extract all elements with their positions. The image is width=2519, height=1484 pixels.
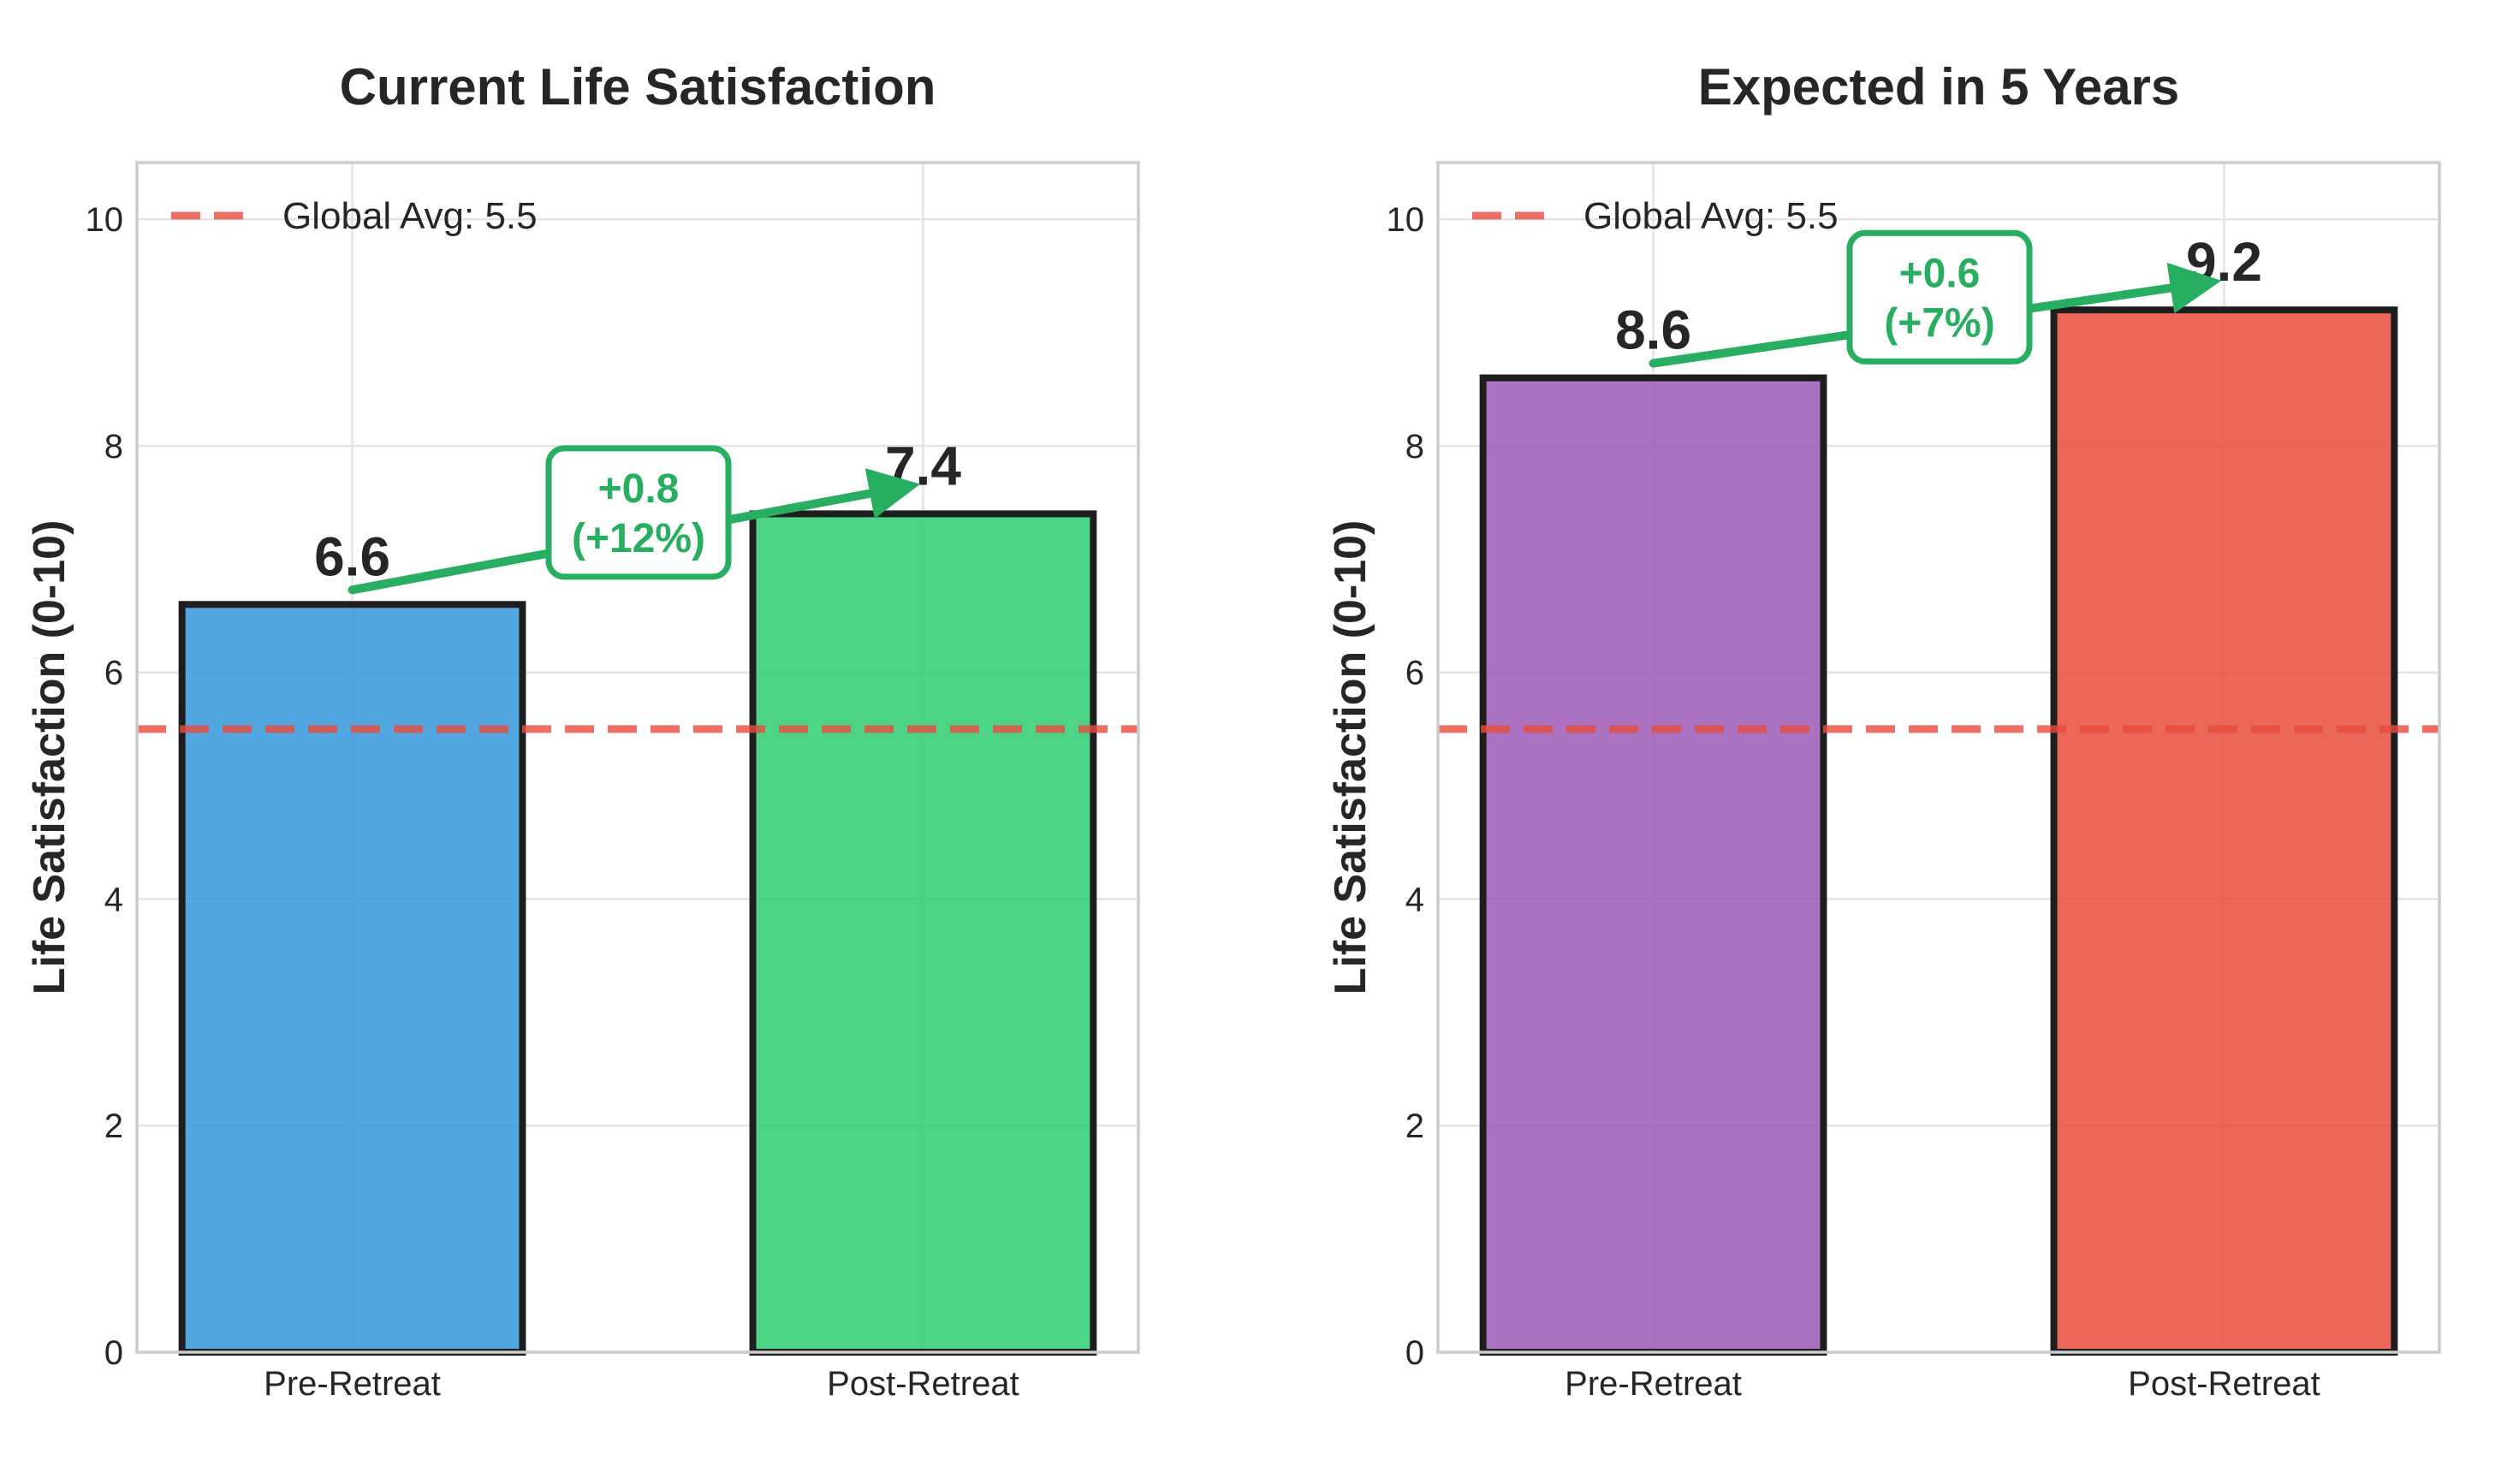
bar-post-retreat [2050,306,2398,1356]
improvement-percent: (+12%) [572,516,705,561]
plot-frame [135,161,1140,1354]
y-tick-label: 4 [104,881,123,918]
bar-pre-retreat [1479,374,1827,1356]
y-tick-label: 2 [104,1107,123,1145]
y-axis-label: Life Satisfaction (0-10) [25,520,74,995]
plot-frame [1436,161,2441,1354]
improvement-box [545,445,732,580]
y-tick-label: 10 [1387,201,1425,239]
y-tick-label: 8 [1405,428,1424,466]
y-axis-label: Life Satisfaction (0-10) [1326,520,1375,995]
y-tick-label: 0 [1405,1334,1424,1372]
x-tick-label: Pre-Retreat [264,1365,441,1403]
chart-panel-2: 02468108.6Pre-Retreat9.2Post-RetreatGlob… [1326,58,2441,1403]
legend-label: Global Avg: 5.5 [282,195,538,237]
improvement-percent: (+7%) [1884,300,1994,346]
chart-panel-1: 02468106.6Pre-Retreat7.4Post-RetreatGlob… [25,58,1140,1403]
y-tick-label: 8 [104,428,123,466]
y-tick-label: 6 [104,655,123,692]
y-tick-label: 4 [1405,881,1424,918]
y-tick-label: 2 [1405,1107,1424,1145]
x-tick-label: Post-Retreat [2128,1365,2320,1403]
bar-value-label: 6.6 [314,525,390,587]
y-tick-label: 6 [1405,655,1424,692]
y-tick-label: 0 [104,1334,123,1372]
x-tick-label: Post-Retreat [827,1365,1019,1403]
y-tick-label: 10 [86,201,124,239]
bar-value-label: 8.6 [1615,300,1691,361]
bar-post-retreat [749,510,1097,1356]
legend-label: Global Avg: 5.5 [1583,195,1839,237]
bar-pre-retreat [178,601,526,1356]
improvement-delta: +0.8 [598,466,680,512]
improvement-box [1846,229,2033,365]
x-tick-label: Pre-Retreat [1565,1365,1742,1403]
chart-title: Current Life Satisfaction [340,58,936,116]
improvement-delta: +0.6 [1899,251,1981,296]
chart-title: Expected in 5 Years [1698,58,2180,116]
